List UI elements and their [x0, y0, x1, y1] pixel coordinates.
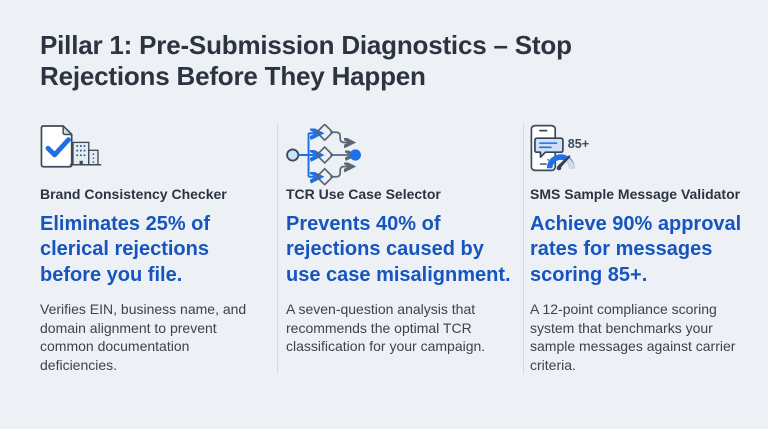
- svg-text:85+: 85+: [568, 137, 589, 151]
